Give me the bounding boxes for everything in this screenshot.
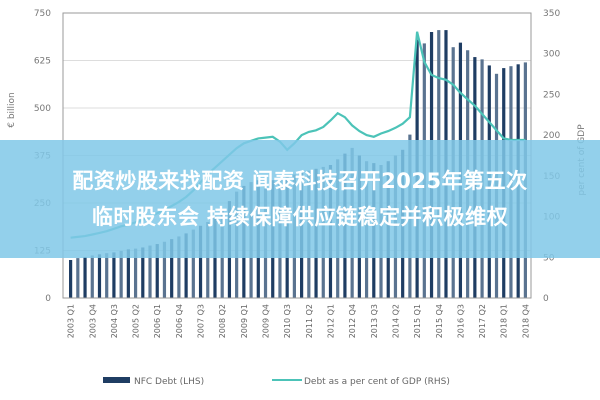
right-tick-label: 200 [543, 131, 560, 141]
bar-2004-Q3 [112, 252, 116, 298]
legend: NFC Debt (LHS) Debt as a per cent of GDP… [103, 377, 450, 387]
x-tick-label: 2004 Q3 [110, 304, 119, 338]
bar-2007-Q2 [191, 229, 195, 298]
headline-banner[interactable]: 配资炒股来找配资 闻泰科技召开2025年第五次 临时股东会 持续保障供应链稳定并… [0, 140, 600, 258]
x-tick-label: 2008 Q2 [218, 304, 227, 338]
bar-2005-Q1 [126, 249, 130, 298]
legend-label-bars: NFC Debt (LHS) [134, 377, 204, 387]
x-tick-label: 2018 Q1 [500, 304, 509, 338]
x-tick-label: 2005 Q2 [132, 304, 141, 338]
legend-swatch-bars [103, 377, 130, 383]
x-tick-label: 2015 Q4 [435, 304, 444, 338]
bar-2006-Q2 [162, 241, 167, 298]
x-tick-label: 2003 Q4 [88, 304, 97, 338]
x-tick-label: 2012 Q4 [348, 304, 357, 338]
bar-2007-Q3 [198, 225, 203, 298]
x-tick-label: 2014 Q2 [391, 304, 400, 338]
bar-2005-Q2 [133, 248, 138, 298]
right-tick-label: 250 [543, 90, 560, 100]
bar-2006-Q1 [155, 244, 159, 298]
bar-2003-Q2 [76, 258, 80, 298]
headline-line-2: 临时股东会 持续保障供应链稳定并积极维权 [91, 205, 509, 229]
bar-2007-Q1 [184, 233, 188, 298]
x-tick-label: 2016 Q3 [456, 304, 465, 338]
x-tick-label: 2007 Q3 [197, 304, 206, 338]
bar-2006-Q4 [177, 236, 181, 298]
x-tick-label: 2009 Q1 [240, 304, 249, 338]
x-axis-ticks: 2003 Q1 2003 Q4 2004 Q3 2005 Q2 2006 Q1 2006 … [67, 304, 531, 338]
legend-label-line: Debt as a per cent of GDP (RHS) [304, 377, 450, 387]
bar-2004-Q4 [119, 250, 123, 298]
x-tick-label: 2011 Q2 [305, 304, 314, 338]
x-tick-label: 2012 Q1 [326, 304, 335, 338]
left-tick-label: 750 [34, 9, 51, 19]
x-tick-label: 2015 Q1 [413, 304, 422, 338]
bar-2005-Q3 [141, 247, 145, 298]
x-tick-label: 2006 Q4 [175, 304, 184, 338]
left-axis-label: € billion [7, 92, 17, 128]
bar-2005-Q4 [148, 245, 152, 298]
x-tick-label: 2009 Q4 [262, 304, 271, 338]
bar-2003-Q1 [69, 260, 73, 298]
bar-2003-Q3 [83, 256, 87, 298]
x-tick-label: 2017 Q2 [478, 304, 487, 338]
left-tick-label: 0 [45, 294, 51, 304]
x-tick-label: 2010 Q3 [283, 304, 292, 338]
right-tick-label: 50 [543, 253, 555, 263]
left-tick-label: 625 [34, 57, 51, 67]
x-tick-label: 2003 Q1 [67, 304, 76, 338]
headline-line-1: 配资炒股来找配资 闻泰科技召开2025年第五次 [72, 169, 528, 193]
bar-2007-Q4 [206, 222, 210, 298]
left-tick-label: 500 [34, 104, 51, 114]
x-tick-label: 2006 Q1 [153, 304, 162, 338]
bar-2004-Q1 [97, 254, 102, 298]
x-tick-label: 2013 Q3 [370, 304, 379, 338]
bar-2003-Q4 [90, 255, 94, 298]
bar-2004-Q2 [105, 253, 109, 298]
x-tick-label: 2018 Q4 [521, 304, 530, 338]
right-tick-label: 350 [543, 9, 560, 19]
right-tick-label: 0 [543, 294, 549, 304]
bar-2006-Q3 [170, 239, 174, 298]
right-tick-label: 300 [543, 50, 560, 60]
